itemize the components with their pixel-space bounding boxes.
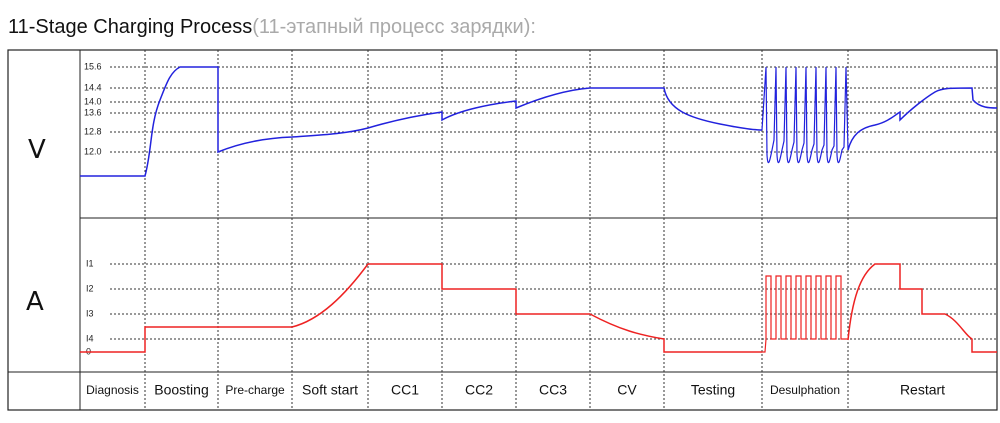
tick-label: I1 [86,258,94,268]
voltage-curve [80,66,763,177]
stage-label: CV [617,382,637,398]
v-label: V [28,135,46,165]
stage-label: CC3 [539,382,567,398]
tick-label: 12.8 [84,126,102,136]
stage-label: CC1 [391,382,419,398]
current-pulses [762,275,848,353]
tick-label: 14.0 [84,96,102,106]
tick-label: 13.6 [84,107,102,117]
voltage-pulses [761,66,849,164]
title-main: 11-Stage Charging Process [8,16,252,38]
a-label: A [26,287,44,317]
tick-label: 15.6 [84,61,102,71]
title: 11-Stage Charging Process(11-этапный про… [8,16,536,38]
tick-label: 14.4 [84,82,102,92]
voltage-curve [847,87,998,151]
stage-label: CC2 [465,382,493,398]
tick-label: I3 [86,308,94,318]
frame [7,49,998,411]
tick-label: I2 [86,283,94,293]
stage-label: Pre-charge [225,383,285,397]
current-curve [847,263,997,353]
stage-label: Soft start [302,382,358,398]
stage-label: Desulphation [770,383,840,397]
tick-label: 12.0 [84,146,102,156]
current-curve [80,263,762,353]
stage-label: Boosting [154,382,208,398]
subtitle: (11-этапный процесс зарядки): [252,16,536,38]
stage-label: Testing [691,382,735,398]
stage-label: Restart [900,382,945,398]
stage-label: Diagnosis [86,383,139,397]
tick-label: I4 [86,333,94,343]
